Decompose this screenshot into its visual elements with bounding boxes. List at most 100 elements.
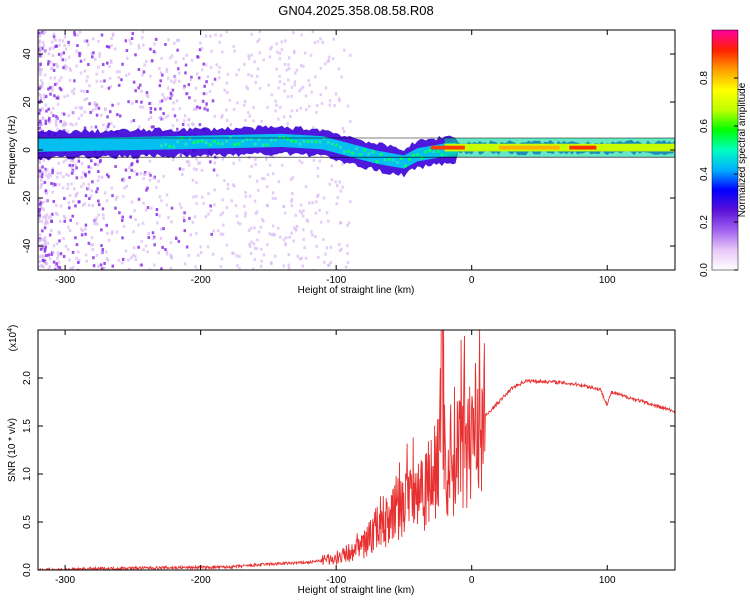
noise-dot bbox=[338, 249, 342, 253]
noise-dot bbox=[235, 73, 238, 77]
noise-dot bbox=[343, 48, 346, 52]
noise-dot bbox=[145, 91, 149, 95]
noise-dot bbox=[270, 93, 273, 97]
noise-dot bbox=[58, 219, 62, 223]
noise-dot bbox=[40, 46, 44, 50]
noise-dot bbox=[248, 194, 252, 198]
noise-dot bbox=[234, 204, 238, 208]
noise-dot bbox=[122, 179, 126, 183]
noise-dot bbox=[148, 178, 152, 182]
noise-dot bbox=[53, 76, 57, 80]
y-tick-label: 40 bbox=[22, 48, 33, 60]
noise-dot bbox=[349, 53, 352, 57]
noise-dot bbox=[295, 224, 299, 228]
noise-dot bbox=[39, 121, 42, 125]
noise-dot bbox=[43, 73, 47, 77]
colorbar-tick-label: 0.6 bbox=[699, 119, 710, 133]
noise-dot bbox=[71, 164, 74, 168]
noise-dot bbox=[179, 205, 183, 209]
y-tick-label: 1.5 bbox=[22, 419, 33, 433]
noise-dot bbox=[149, 115, 153, 119]
noise-dot bbox=[64, 67, 67, 71]
noise-dot bbox=[131, 32, 135, 36]
noise-dot bbox=[79, 52, 83, 56]
noise-dot bbox=[170, 79, 173, 83]
signal-speck bbox=[294, 139, 298, 143]
noise-dot bbox=[311, 201, 314, 205]
noise-dot bbox=[339, 189, 343, 193]
noise-dot bbox=[174, 78, 177, 82]
noise-dot bbox=[169, 255, 173, 259]
noise-dot bbox=[260, 259, 263, 263]
noise-dot bbox=[111, 194, 114, 198]
noise-dot bbox=[324, 252, 327, 256]
noise-dot bbox=[330, 178, 334, 182]
signal-speck bbox=[387, 158, 391, 162]
noise-dot bbox=[167, 38, 170, 42]
noise-dot bbox=[161, 245, 164, 249]
noise-dot bbox=[41, 116, 45, 120]
noise-dot bbox=[97, 203, 101, 207]
noise-dot bbox=[45, 213, 49, 217]
signal-speck bbox=[164, 142, 168, 146]
noise-dot bbox=[89, 166, 93, 170]
noise-dot bbox=[262, 177, 266, 181]
noise-dot bbox=[71, 214, 74, 218]
noise-dot bbox=[320, 102, 324, 106]
noise-dot bbox=[38, 175, 41, 179]
noise-dot bbox=[52, 63, 56, 67]
noise-dot bbox=[98, 54, 101, 58]
noise-dot bbox=[337, 97, 341, 101]
noise-dot bbox=[59, 88, 63, 92]
noise-dot bbox=[124, 74, 128, 78]
noise-dot bbox=[156, 221, 159, 225]
signal-speck bbox=[220, 142, 224, 146]
noise-dot bbox=[72, 92, 76, 96]
noise-dot bbox=[115, 70, 119, 74]
noise-dot bbox=[149, 106, 153, 110]
noise-dot bbox=[67, 206, 71, 210]
noise-dot bbox=[209, 34, 212, 38]
noise-dot bbox=[111, 33, 115, 37]
noise-dot bbox=[173, 114, 177, 118]
noise-dot bbox=[52, 251, 55, 255]
noise-dot bbox=[78, 51, 81, 55]
noise-dot bbox=[195, 202, 198, 206]
signal-speck bbox=[298, 142, 302, 146]
noise-dot bbox=[139, 171, 143, 175]
noise-dot bbox=[120, 78, 123, 82]
noise-dot bbox=[194, 86, 198, 90]
noise-dot bbox=[64, 158, 68, 162]
noise-dot bbox=[38, 41, 41, 45]
signal-speck bbox=[338, 145, 342, 149]
signal-speck bbox=[318, 140, 322, 144]
noise-dot bbox=[159, 71, 163, 75]
noise-dot bbox=[270, 233, 274, 237]
noise-dot bbox=[102, 216, 105, 220]
noise-dot bbox=[91, 180, 94, 184]
noise-dot bbox=[308, 83, 311, 87]
signal-speck bbox=[351, 151, 355, 155]
noise-dot bbox=[161, 117, 165, 121]
noise-dot bbox=[195, 168, 198, 172]
noise-dot bbox=[174, 60, 178, 64]
noise-dot bbox=[87, 170, 91, 174]
spectrogram-ylabel: Frequency (Hz) bbox=[7, 116, 18, 185]
noise-dot bbox=[290, 197, 294, 201]
noise-dot bbox=[238, 267, 241, 270]
noise-dot bbox=[117, 76, 120, 80]
noise-dot bbox=[219, 213, 223, 217]
noise-dot bbox=[282, 115, 286, 119]
noise-dot bbox=[140, 239, 143, 243]
noise-dot bbox=[158, 67, 161, 71]
noise-dot bbox=[63, 219, 66, 223]
noise-dot bbox=[329, 245, 333, 249]
noise-dot bbox=[80, 176, 84, 180]
noise-dot bbox=[52, 68, 56, 72]
signal-speck bbox=[416, 153, 420, 157]
noise-dot bbox=[118, 114, 122, 118]
noise-dot bbox=[130, 162, 134, 166]
noise-dot bbox=[55, 96, 59, 100]
noise-dot bbox=[342, 130, 346, 134]
noise-dot bbox=[187, 118, 191, 122]
